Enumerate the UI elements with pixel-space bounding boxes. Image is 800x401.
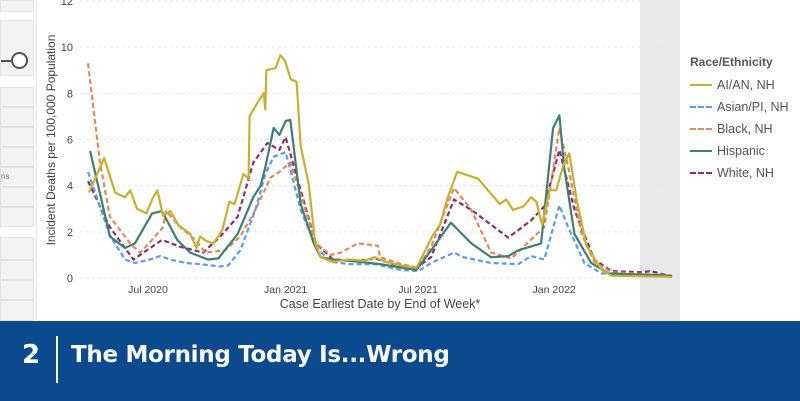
y-tick-label: 12 — [61, 0, 73, 8]
filter-option-label: ns — [1, 172, 10, 181]
x-tick-label: Jul 2021 — [398, 284, 438, 296]
legend-item[interactable]: Asian/PI, NH — [690, 96, 789, 118]
legend-item[interactable]: Black, NH — [690, 118, 789, 140]
filter-box[interactable] — [0, 0, 34, 12]
slider-panel — [0, 20, 34, 76]
y-axis-title: Incident Deaths per 100,000 Population — [44, 34, 58, 246]
y-tick-label: 4 — [67, 181, 73, 193]
filter-option[interactable] — [0, 300, 34, 321]
banner-divider — [56, 336, 58, 383]
x-tick-label: Jan 2022 — [533, 284, 576, 296]
legend-item[interactable]: AI/AN, NH — [690, 74, 789, 96]
legend-swatch — [690, 84, 712, 86]
legend-title: Race/Ethnicity — [690, 55, 773, 69]
legend-label: Hispanic — [717, 144, 765, 158]
legend-item[interactable]: Hispanic — [690, 140, 789, 162]
filter-option[interactable] — [0, 187, 34, 207]
y-tick-label: 6 — [67, 135, 73, 147]
legend-label: Asian/PI, NH — [717, 100, 789, 114]
legend-label: White, NH — [717, 166, 774, 180]
y-tick-label: 2 — [67, 227, 73, 239]
title-banner: 2 The Morning Today Is...Wrong — [0, 321, 800, 401]
series-line-black-nh — [86, 63, 673, 277]
legend-label: AI/AN, NH — [717, 78, 775, 92]
y-tick-label: 10 — [61, 42, 73, 54]
legend-label: Black, NH — [717, 122, 773, 136]
line-chart: 0 2 4 6 8 10 12 Jul 2020 Jan 2021 Jul 2021 Jan 202… — [61, 0, 680, 296]
series-line-white-nh — [87, 136, 673, 278]
legend-swatch — [690, 150, 712, 152]
x-tick-label: Jul 2020 — [128, 284, 168, 296]
filter-option[interactable]: ns — [0, 167, 34, 187]
legend-swatch — [690, 128, 712, 130]
filter-option[interactable] — [0, 127, 34, 147]
filter-option[interactable] — [0, 107, 34, 127]
filter-option[interactable] — [0, 237, 34, 260]
y-tick-label: 0 — [67, 273, 73, 285]
x-axis-title: Case Earliest Date by End of Week* — [279, 297, 481, 311]
legend: Race/Ethnicity AI/AN, NH Asian/PI, NH Blac… — [690, 55, 789, 184]
legend-swatch — [690, 106, 712, 108]
incomplete-data-shading — [640, 0, 680, 321]
x-tick-label: Jan 2021 — [264, 284, 307, 296]
filter-sidebar: ns — [0, 0, 37, 321]
filter-option[interactable] — [0, 87, 34, 107]
slider-track[interactable] — [1, 60, 13, 62]
filter-option[interactable] — [0, 207, 34, 227]
slider-handle[interactable] — [11, 52, 28, 69]
filter-option[interactable] — [0, 280, 34, 300]
filter-option[interactable] — [0, 147, 34, 167]
banner-title: The Morning Today Is...Wrong — [71, 342, 450, 368]
filter-option[interactable] — [0, 260, 34, 280]
legend-swatch — [690, 172, 712, 174]
legend-item[interactable]: White, NH — [690, 162, 789, 184]
series-line-asian-pi-nh — [86, 151, 673, 278]
series-line-ai-an-nh — [87, 54, 673, 278]
section-number: 2 — [22, 340, 41, 370]
y-tick-label: 8 — [67, 88, 73, 100]
